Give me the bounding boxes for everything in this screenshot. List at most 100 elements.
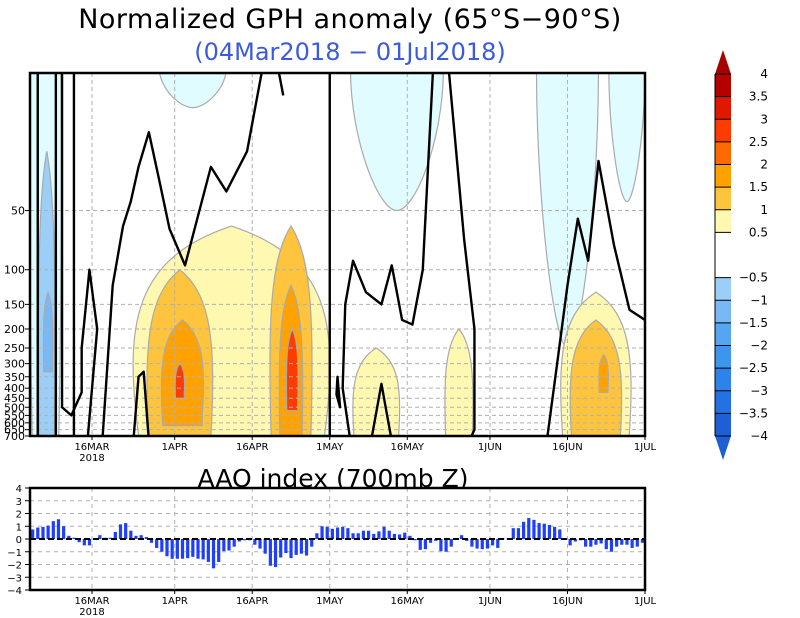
aao-bar xyxy=(392,533,397,539)
zero-contour-line xyxy=(101,73,263,436)
colorbar-label: −4 xyxy=(750,429,768,443)
aao-bar xyxy=(341,526,345,539)
chart-title: Normalized GPH anomaly (65°S−90°S) xyxy=(78,4,622,35)
zero-contour-line xyxy=(277,73,285,96)
colorbar-label: −2.5 xyxy=(739,361,768,375)
aao-bar xyxy=(279,539,283,558)
aao-xtick-label: 1JUL xyxy=(634,596,657,607)
aao-bar xyxy=(366,530,371,539)
colorbar-swatch xyxy=(715,322,731,346)
colorbar-swatch xyxy=(715,368,731,391)
aao-bar xyxy=(568,539,572,546)
pressure-tick-label: 50 xyxy=(11,205,25,218)
aao-ytick-label: −2 xyxy=(7,561,22,572)
aao-bar xyxy=(196,539,200,559)
aao-ytick-label: −4 xyxy=(7,586,22,597)
aao-bar xyxy=(444,539,448,552)
aao-bar xyxy=(356,533,360,539)
time-tick-label: 1APR xyxy=(162,442,188,453)
colorbar-under-arrow xyxy=(715,436,731,460)
aao-bar xyxy=(630,539,634,548)
aao-bar xyxy=(211,539,216,569)
aao-bar xyxy=(263,539,267,554)
anomaly-region-neg-2 xyxy=(42,290,54,373)
aao-bar xyxy=(573,539,577,542)
time-tick-label: 16MAR xyxy=(74,442,109,453)
pressure-tick-label: 600 xyxy=(4,417,25,430)
aao-bar xyxy=(134,535,138,539)
aao-bar xyxy=(82,539,86,546)
colorbar-swatch xyxy=(715,187,731,210)
aao-bar xyxy=(149,539,154,543)
aao-bar xyxy=(547,524,552,539)
aao-bar xyxy=(217,539,221,562)
aao-bar xyxy=(635,539,639,547)
aao-bar xyxy=(449,539,453,547)
aao-bar xyxy=(584,539,588,547)
colorbar-label: −0.5 xyxy=(739,271,768,285)
aao-bar xyxy=(36,527,40,539)
aao-bar xyxy=(284,539,288,554)
colorbar-swatch xyxy=(715,232,731,278)
aao-bar xyxy=(413,539,417,541)
aao-bar xyxy=(87,539,92,546)
zero-contour-line xyxy=(335,375,342,409)
aao-bar xyxy=(558,529,562,539)
aao-bar xyxy=(377,531,381,539)
aao-bar xyxy=(253,539,257,545)
aao-xtick-label: 16APR xyxy=(236,596,269,607)
pressure-tick-label: 700 xyxy=(4,430,25,443)
aao-bar xyxy=(485,539,490,549)
aao-bar xyxy=(418,539,422,550)
aao-bar xyxy=(439,539,443,552)
colorbar-over-arrow xyxy=(715,50,731,74)
aao-ytick-label: 4 xyxy=(16,484,22,495)
aao-bar xyxy=(242,539,247,541)
pressure-tick-label: 450 xyxy=(4,392,25,405)
aao-bar xyxy=(604,539,608,550)
zero-contour-line xyxy=(370,382,393,436)
aao-bar xyxy=(397,534,402,539)
aao-bar xyxy=(304,539,309,556)
aao-bar xyxy=(330,528,334,539)
aao-bar xyxy=(620,539,624,545)
aao-bar xyxy=(222,539,226,552)
aao-bar xyxy=(490,539,495,546)
aao-bar xyxy=(346,528,350,539)
colorbar-label: 1.5 xyxy=(749,180,768,194)
year-label: 2018 xyxy=(79,453,104,464)
aao-bar xyxy=(428,539,433,543)
aao-bar xyxy=(129,530,133,539)
aao-bar xyxy=(470,539,474,547)
colorbar: 4 3.5 3 2.5 2 1.5 1 0.5 −0.5 −1 −1.5 −2 −2.5 −3 −3.5 −4 xyxy=(714,50,768,460)
aao-bar xyxy=(237,539,241,542)
aao-value-axis: 4 3 21 0 −1 −2−3 −4 xyxy=(7,484,30,597)
aao-bar xyxy=(532,519,536,539)
colorbar-label: −1 xyxy=(750,293,768,307)
gph-plot-frame xyxy=(28,71,647,438)
aao-ytick-label: 0 xyxy=(16,535,22,546)
aao-bar xyxy=(496,539,500,548)
aao-bar xyxy=(51,521,55,539)
aao-bar xyxy=(227,539,231,551)
time-tick-label: 16MAY xyxy=(391,442,425,453)
colorbar-swatch xyxy=(715,164,731,188)
aao-bar xyxy=(289,539,293,559)
aao-bar xyxy=(56,519,61,539)
aao-ytick-label: 3 xyxy=(16,497,22,508)
aao-bar xyxy=(160,539,164,552)
aao-bar xyxy=(41,526,45,539)
aao-bar xyxy=(191,539,195,557)
aao-bar xyxy=(124,523,128,539)
aao-bar xyxy=(522,521,526,539)
anomaly-region-pos-10 xyxy=(174,362,186,399)
aao-ytick-label: 1 xyxy=(16,522,22,533)
aao-bar xyxy=(310,539,314,547)
aao-xtick-label: 1MAY xyxy=(316,596,344,607)
aao-bars xyxy=(31,517,645,569)
aao-xtick-label: 16MAY xyxy=(391,596,425,607)
aao-ytick-label: 2 xyxy=(16,510,22,521)
aao-bar xyxy=(351,533,355,539)
aao-bar xyxy=(408,535,412,539)
